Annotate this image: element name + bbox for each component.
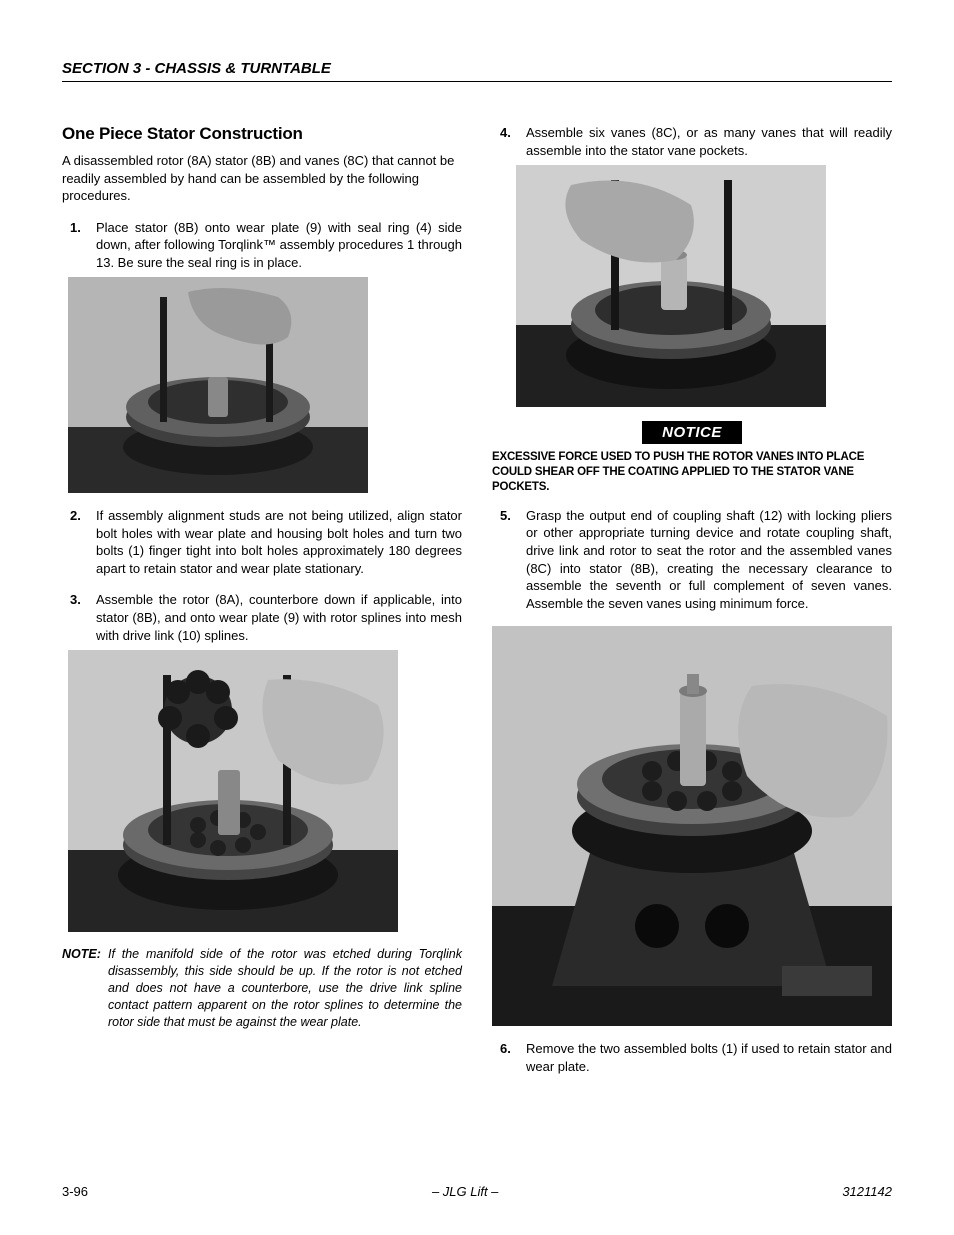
section-header: SECTION 3 - CHASSIS & TURNTABLE (62, 60, 892, 82)
left-column: One Piece Stator Construction A disassem… (62, 124, 462, 1089)
intro-paragraph: A disassembled rotor (8A) stator (8B) an… (62, 152, 462, 205)
notice-badge: NOTICE (642, 421, 742, 444)
caution-text: EXCESSIVE FORCE USED TO PUSH THE ROTOR V… (492, 450, 892, 495)
figure-1 (68, 277, 368, 493)
content-columns: One Piece Stator Construction A disassem… (62, 124, 892, 1089)
note-label: NOTE: (62, 946, 108, 1030)
step-5-text: Grasp the output end of coupling shaft (… (526, 508, 892, 611)
figure-3 (516, 165, 826, 407)
steps-right-2: Grasp the output end of coupling shaft (… (492, 507, 892, 612)
right-column: Assemble six vanes (8C), or as many vane… (492, 124, 892, 1089)
subheading: One Piece Stator Construction (62, 124, 462, 144)
footer-left: 3-96 (62, 1184, 88, 1199)
figure-4 (492, 626, 892, 1026)
step-5: Grasp the output end of coupling shaft (… (492, 507, 892, 612)
step-6: Remove the two assembled bolts (1) if us… (492, 1040, 892, 1075)
steps-right: Assemble six vanes (8C), or as many vane… (492, 124, 892, 407)
step-4-text: Assemble six vanes (8C), or as many vane… (526, 125, 892, 158)
footer-center: – JLG Lift – (432, 1184, 498, 1199)
steps-right-3: Remove the two assembled bolts (1) if us… (492, 1040, 892, 1075)
step-2: If assembly alignment studs are not bein… (62, 507, 462, 577)
figure-2 (68, 650, 398, 932)
step-3: Assemble the rotor (8A), counterbore dow… (62, 591, 462, 932)
step-1: Place stator (8B) onto wear plate (9) wi… (62, 219, 462, 494)
note-block: NOTE: If the manifold side of the rotor … (62, 946, 462, 1030)
step-3-text: Assemble the rotor (8A), counterbore dow… (96, 592, 462, 642)
page-footer: 3-96 – JLG Lift – 3121142 (62, 1184, 892, 1199)
note-body: If the manifold side of the rotor was et… (108, 946, 462, 1030)
step-1-text: Place stator (8B) onto wear plate (9) wi… (96, 220, 462, 270)
footer-right: 3121142 (842, 1184, 892, 1199)
step-4: Assemble six vanes (8C), or as many vane… (492, 124, 892, 407)
steps-left: Place stator (8B) onto wear plate (9) wi… (62, 219, 462, 932)
